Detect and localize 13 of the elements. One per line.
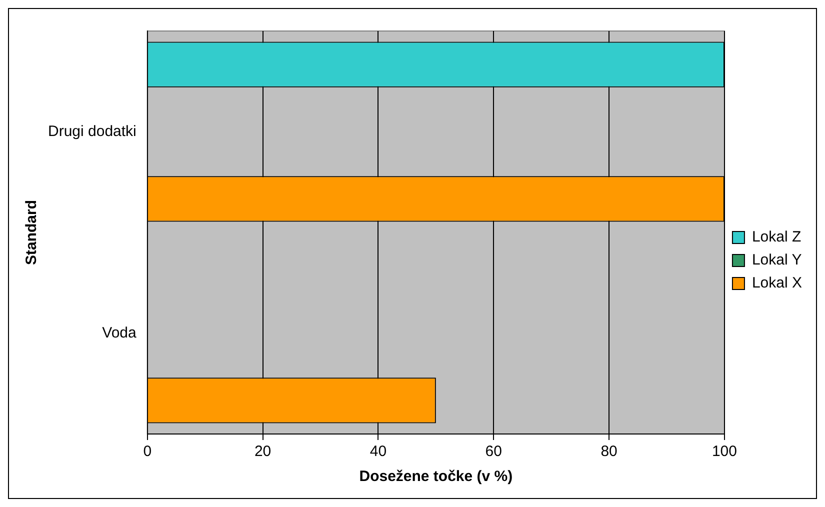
x-axis-title: Dosežene točke (v %) — [359, 468, 513, 486]
x-tick-label: 20 — [254, 443, 272, 460]
x-tick-label: 60 — [485, 443, 502, 460]
y-tick-label: Drugi dodatki — [48, 122, 136, 140]
y-tick-label: Voda — [102, 324, 138, 342]
x-tick-label: 0 — [143, 443, 152, 460]
legend-label: Lokal Z — [752, 228, 802, 246]
x-tick-label: 80 — [600, 443, 618, 460]
y-axis-title: Standard — [23, 200, 40, 266]
x-tick-label: 40 — [370, 443, 387, 460]
legend-label: Lokal Y — [752, 252, 802, 269]
x-tick-label: 100 — [712, 443, 737, 460]
legend-label: Lokal X — [752, 274, 802, 292]
